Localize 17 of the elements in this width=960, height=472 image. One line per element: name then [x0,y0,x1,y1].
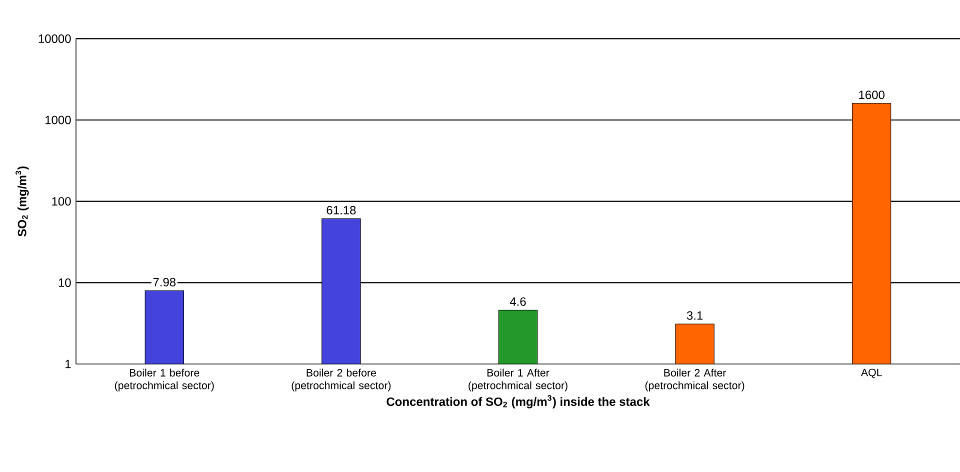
y-tick-label: 10000 [38,34,71,43]
y-tick-label: 1000 [46,116,71,124]
data-label: 1600 [859,90,884,100]
y-tick-label: 100 [52,197,71,206]
data-label: 3.1 [686,311,703,320]
x-axis-title: Concentration of SO$_{2}$ (mg/m$^{3}$) inside the stack [386,395,650,408]
data-label: 7.98 [153,278,176,286]
y-axis-title: SO$_{2}$ (mg/m$^{3}$) [16,166,29,236]
y-tick-label: 1 [66,360,71,368]
x-tick-label: Boiler 2 before (petrochmical sector) [292,368,391,392]
data-label: 4.6 [510,297,526,306]
x-tick-label: AQL [860,368,882,378]
x-tick-label: Boiler 2 After (petrochmical sector) [645,368,744,392]
y-tick-label: 10 [58,278,71,287]
data-label: 61.18 [326,206,356,214]
x-tick-label: Boiler 1 before (petrochmical sector) [114,368,214,392]
x-tick-label: Boiler 1 After (petrochmical sector) [468,368,568,392]
